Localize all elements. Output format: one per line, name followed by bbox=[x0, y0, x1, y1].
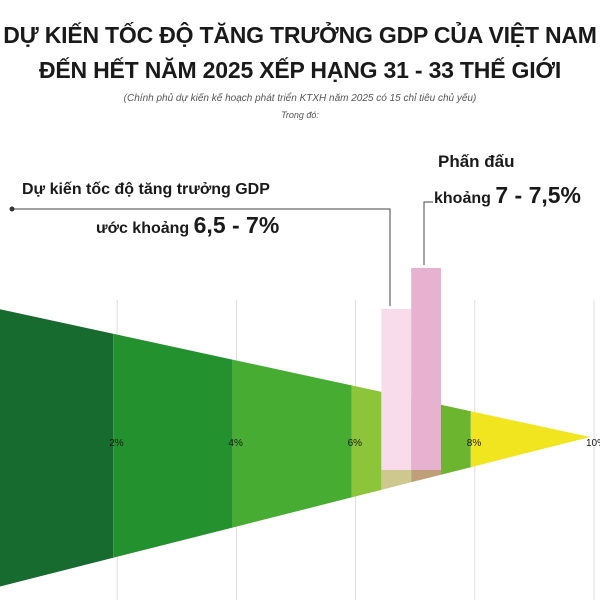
chart-note: Trong đó: bbox=[281, 110, 319, 120]
x-tick-label-5: 10% bbox=[586, 438, 600, 449]
estimate-callout-line1: Dự kiến tốc độ tăng trưởng GDP bbox=[22, 181, 270, 198]
chart-subtitle: (Chính phủ dự kiến kế hoạch phát triển K… bbox=[123, 93, 477, 104]
cone-band-4 bbox=[351, 385, 382, 498]
cone-band-1 bbox=[0, 309, 114, 587]
growth-cone bbox=[0, 309, 590, 587]
chart-title-line2: ĐẾN HẾT NĂM 2025 XẾP HẠNG 31 - 33 THẾ GI… bbox=[38, 57, 562, 83]
estimate-callout-prefix: ước khoảng bbox=[96, 220, 194, 237]
forecast-bars bbox=[381, 268, 441, 470]
target-callout-line1: Phấn đấu bbox=[438, 152, 515, 171]
forecast-bar-1 bbox=[381, 309, 412, 470]
estimate-connector bbox=[12, 208, 391, 306]
target-connector bbox=[423, 201, 433, 265]
forecast-bar-2 bbox=[411, 268, 441, 470]
x-tick-label-1: 2% bbox=[109, 438, 124, 449]
x-tick-label-2: 4% bbox=[228, 438, 243, 449]
estimate-callout-value: 6,5 - 7% bbox=[193, 212, 280, 238]
x-tick-label-4: 8% bbox=[467, 438, 482, 449]
target-callout-line2: khoảng 7 - 7,5% bbox=[434, 182, 581, 209]
cone-band-8 bbox=[470, 411, 590, 468]
x-axis-ticks: 2% 4% 6% 8% 10% bbox=[109, 438, 600, 449]
target-callout-value: 7 - 7,5% bbox=[495, 182, 581, 208]
estimate-callout-line2: ước khoảng 6,5 - 7% bbox=[96, 212, 279, 239]
estimate-connector-dot bbox=[9, 206, 15, 212]
callout-connectors bbox=[9, 201, 433, 306]
cone-band-2 bbox=[113, 333, 233, 558]
x-tick-label-3: 6% bbox=[348, 438, 363, 449]
cone-band-7 bbox=[441, 404, 471, 475]
target-callout-prefix: khoảng bbox=[434, 190, 496, 207]
cone-band-3 bbox=[232, 359, 352, 528]
chart-title-line1: DỰ KIẾN TỐC ĐỘ TĂNG TRƯỞNG GDP CỦA VIỆT … bbox=[3, 22, 597, 48]
